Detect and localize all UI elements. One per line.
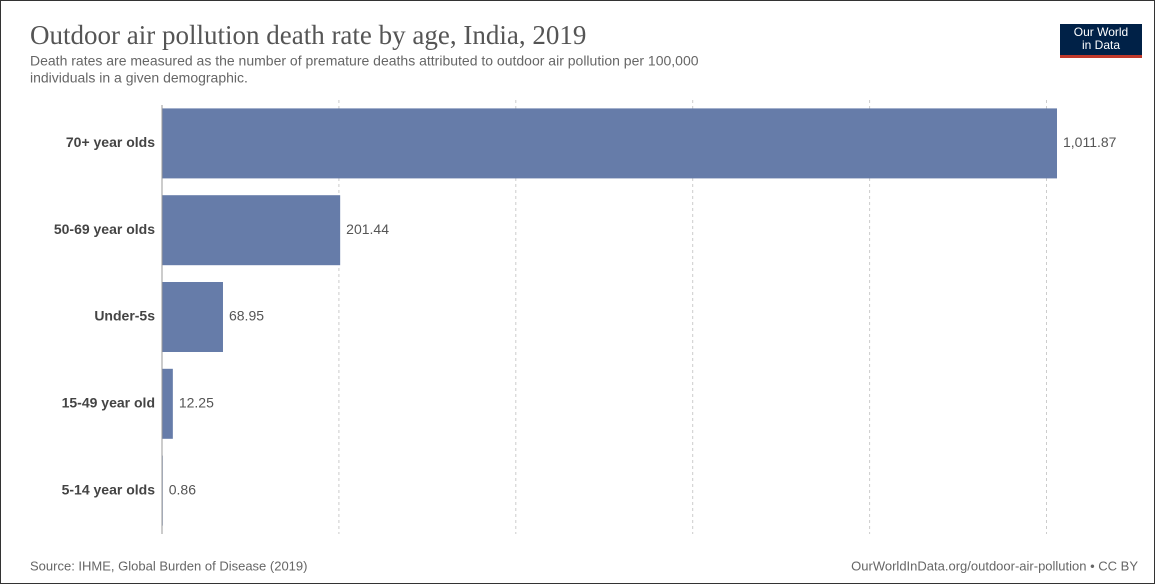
logo-text: in Data [1082, 38, 1120, 52]
chart-title: Outdoor air pollution death rate by age,… [30, 20, 586, 50]
value-label: 0.86 [169, 481, 196, 497]
logo-text: Our World [1074, 25, 1128, 39]
subtitle: Death rates are measured as the number o… [30, 53, 699, 69]
bar [162, 195, 341, 266]
category-label: 70+ year olds [66, 134, 155, 150]
value-label: 12.25 [179, 395, 214, 411]
category-label: 15-49 year old [62, 395, 155, 411]
url: OurWorldInData.org/outdoor-air-pollution… [851, 558, 1138, 573]
category-label: 50-69 year olds [54, 221, 155, 237]
bar [162, 282, 223, 352]
value-label: 1,011.87 [1063, 134, 1117, 150]
value-label: 201.44 [346, 221, 389, 237]
logo[interactable]: Our World in Data [1060, 24, 1142, 58]
logo-box [1060, 24, 1142, 58]
subtitle: individuals in a given demographic. [30, 70, 248, 86]
bar [162, 368, 173, 439]
category-label: 5-14 year olds [62, 481, 156, 497]
source: Source: IHME, Global Burden of Disease (… [30, 558, 307, 573]
logo-bar [1060, 55, 1142, 58]
bar [162, 108, 1057, 179]
category-label: Under-5s [94, 308, 155, 324]
value-label: 68.95 [229, 308, 264, 324]
